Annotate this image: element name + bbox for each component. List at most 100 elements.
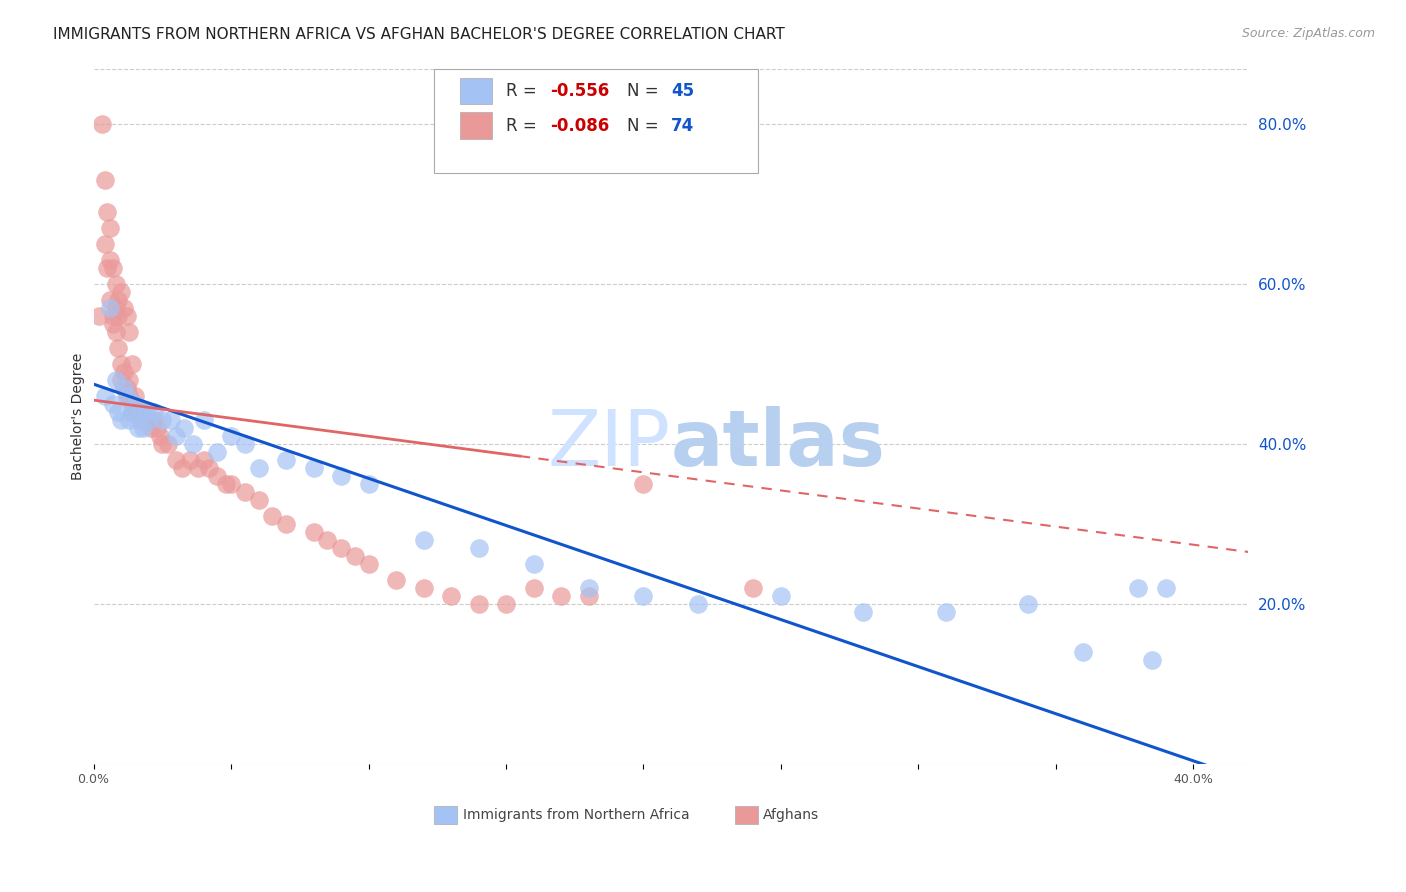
Text: Source: ZipAtlas.com: Source: ZipAtlas.com: [1241, 27, 1375, 40]
Point: [165, 453, 187, 467]
Point: [107, 405, 129, 419]
Point: [93, 237, 115, 252]
Point: [343, 549, 366, 563]
Point: [101, 310, 124, 324]
Y-axis label: Bachelor's Degree: Bachelor's Degree: [72, 352, 86, 480]
Point: [101, 397, 124, 411]
Point: [110, 357, 132, 371]
Point: [115, 381, 138, 395]
Point: [148, 429, 170, 443]
Text: 74: 74: [671, 117, 695, 135]
Point: [107, 310, 129, 324]
Point: [146, 421, 169, 435]
Point: [141, 421, 163, 435]
Point: [193, 413, 215, 427]
Point: [330, 541, 353, 555]
Text: Immigrants from Northern Africa: Immigrants from Northern Africa: [463, 808, 690, 822]
Point: [578, 581, 600, 595]
Point: [156, 437, 179, 451]
Point: [115, 389, 138, 403]
Point: [127, 421, 149, 435]
Point: [129, 413, 152, 427]
Point: [118, 325, 141, 339]
Point: [118, 389, 141, 403]
Point: [198, 461, 221, 475]
Point: [124, 389, 146, 403]
Point: [769, 589, 792, 603]
Point: [121, 405, 143, 419]
Point: [357, 477, 380, 491]
Point: [467, 597, 489, 611]
Point: [219, 429, 242, 443]
Point: [124, 397, 146, 411]
Point: [98, 293, 121, 308]
Point: [550, 589, 572, 603]
Point: [302, 461, 325, 475]
Point: [262, 508, 284, 523]
Point: [98, 301, 121, 316]
Point: [193, 453, 215, 467]
Point: [173, 421, 195, 435]
Point: [110, 373, 132, 387]
Point: [522, 581, 544, 595]
Point: [1154, 581, 1177, 595]
Point: [115, 310, 138, 324]
Point: [112, 365, 135, 379]
FancyBboxPatch shape: [434, 806, 457, 824]
Point: [112, 381, 135, 395]
Point: [181, 437, 204, 451]
Point: [247, 493, 270, 508]
Point: [179, 453, 201, 467]
Point: [274, 453, 297, 467]
Text: R =: R =: [506, 117, 541, 135]
Point: [143, 405, 166, 419]
Point: [135, 405, 157, 419]
Point: [112, 381, 135, 395]
Point: [118, 373, 141, 387]
Point: [170, 461, 193, 475]
Point: [101, 317, 124, 331]
Point: [90, 118, 112, 132]
Point: [138, 413, 160, 427]
Point: [121, 405, 143, 419]
Point: [742, 581, 765, 595]
Point: [316, 533, 339, 547]
Point: [214, 477, 236, 491]
Point: [467, 541, 489, 555]
Point: [110, 285, 132, 300]
Point: [110, 413, 132, 427]
FancyBboxPatch shape: [434, 69, 758, 173]
FancyBboxPatch shape: [460, 78, 492, 104]
Point: [138, 413, 160, 427]
FancyBboxPatch shape: [734, 806, 758, 824]
Point: [233, 485, 256, 500]
Point: [440, 589, 463, 603]
Point: [274, 516, 297, 531]
Text: 45: 45: [671, 82, 695, 100]
Point: [247, 461, 270, 475]
Point: [143, 413, 166, 427]
Point: [96, 261, 118, 276]
Point: [124, 405, 146, 419]
Text: atlas: atlas: [671, 406, 886, 482]
Point: [633, 477, 655, 491]
Point: [121, 397, 143, 411]
Point: [522, 557, 544, 571]
Point: [132, 405, 155, 419]
Point: [96, 205, 118, 219]
Point: [107, 341, 129, 355]
Text: -0.086: -0.086: [550, 117, 609, 135]
Point: [101, 261, 124, 276]
Point: [357, 557, 380, 571]
Text: ZIP: ZIP: [548, 406, 671, 482]
Point: [852, 605, 875, 619]
Point: [115, 389, 138, 403]
Point: [207, 445, 229, 459]
Point: [159, 413, 181, 427]
Point: [107, 293, 129, 308]
Point: [118, 413, 141, 427]
Point: [93, 173, 115, 187]
Text: Afghans: Afghans: [763, 808, 820, 822]
Point: [1128, 581, 1150, 595]
Point: [150, 413, 173, 427]
